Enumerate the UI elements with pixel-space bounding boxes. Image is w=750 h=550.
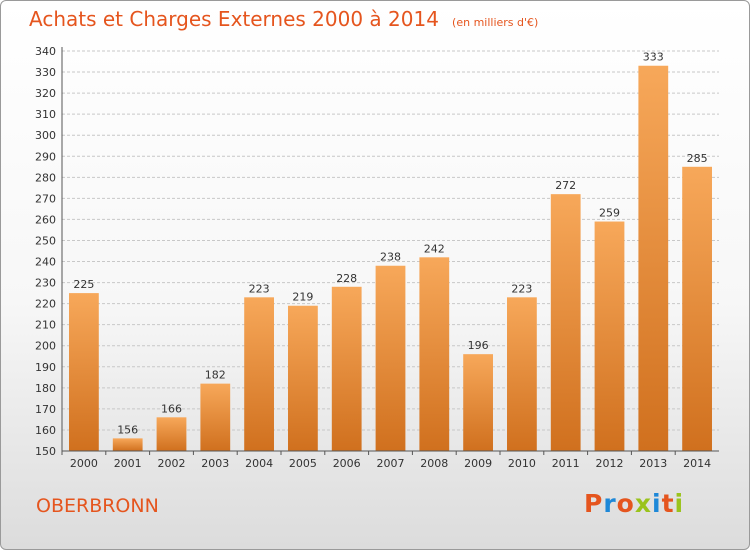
logo-letter: r — [603, 489, 617, 518]
y-tick-label: 300 — [35, 129, 56, 142]
bar — [594, 221, 625, 451]
x-tick-label: 2002 — [158, 457, 186, 470]
bar-chart: 150 160 170 180 190 200 210 220 230 240 250 260 270 2… — [35, 45, 719, 470]
x-axis-ticks: 2000 2001 2002 2003 2004 2005 2006 2007 2008 2009… — [61, 451, 711, 470]
axes — [61, 47, 719, 452]
bars — [69, 65, 712, 451]
bar — [638, 65, 669, 451]
y-tick-label: 340 — [35, 45, 56, 58]
data-label: 272 — [555, 179, 576, 192]
y-tick-label: 170 — [35, 403, 56, 416]
bar — [507, 297, 537, 451]
bar — [331, 286, 362, 451]
y-tick-label: 280 — [35, 171, 56, 184]
y-tick-label: 250 — [35, 234, 56, 247]
x-tick-label: 2003 — [201, 457, 229, 470]
x-tick-label: 2012 — [596, 457, 624, 470]
bar — [463, 354, 493, 451]
data-labels: 225 156 166 182 223 219 228 238 242 196 223 272 259 3… — [73, 51, 707, 437]
chart-title: Achats et Charges Externes 2000 à 2014 (… — [29, 7, 538, 31]
town-name: OBERBRONN — [36, 495, 159, 517]
data-label: 182 — [205, 369, 226, 382]
data-label: 196 — [468, 339, 489, 352]
x-tick-label: 2006 — [333, 457, 361, 470]
data-label: 219 — [292, 291, 313, 304]
logo-letter: o — [616, 489, 635, 518]
y-tick-label: 240 — [35, 256, 56, 269]
data-label: 156 — [117, 423, 138, 436]
data-label: 242 — [424, 242, 445, 255]
y-tick-label: 210 — [35, 319, 56, 332]
bar — [156, 417, 187, 451]
x-tick-label: 2014 — [683, 457, 711, 470]
y-tick-label: 310 — [35, 108, 56, 121]
bar — [288, 305, 318, 451]
data-label: 223 — [249, 282, 270, 295]
x-tick-label: 2001 — [114, 457, 142, 470]
y-tick-label: 220 — [35, 298, 56, 311]
y-tick-label: 190 — [35, 361, 56, 374]
y-tick-label: 180 — [35, 382, 56, 395]
data-label: 238 — [380, 251, 401, 264]
y-tick-label: 330 — [35, 66, 56, 79]
bar — [244, 297, 274, 451]
x-tick-label: 2004 — [245, 457, 273, 470]
x-tick-label: 2000 — [70, 457, 98, 470]
data-label: 228 — [336, 272, 357, 285]
y-tick-label: 270 — [35, 192, 56, 205]
y-tick-label: 230 — [35, 277, 56, 290]
x-tick-label: 2007 — [377, 457, 405, 470]
x-tick-label: 2008 — [420, 457, 448, 470]
title-text: Achats et Charges Externes 2000 à 2014 — [29, 7, 439, 31]
bar — [682, 166, 712, 451]
logo-letter: i — [674, 489, 685, 518]
y-tick-label: 200 — [35, 340, 56, 353]
bar — [550, 194, 581, 451]
data-label: 285 — [687, 152, 708, 165]
bar — [375, 265, 406, 451]
y-tick-label: 150 — [35, 445, 56, 458]
bar — [419, 257, 450, 451]
x-tick-label: 2009 — [464, 457, 492, 470]
x-tick-label: 2011 — [552, 457, 580, 470]
logo-letter: P — [584, 489, 604, 518]
x-tick-label: 2005 — [289, 457, 317, 470]
y-tick-label: 320 — [35, 87, 56, 100]
y-tick-label: 160 — [35, 424, 56, 437]
data-label: 223 — [511, 282, 532, 295]
logo-letter: i — [652, 489, 662, 518]
bar — [200, 383, 231, 451]
x-tick-label: 2010 — [508, 457, 536, 470]
subtitle-text: (en milliers d'€) — [452, 16, 539, 29]
data-label: 259 — [599, 207, 620, 220]
logo-letter: x — [634, 489, 652, 518]
x-tick-label: 2013 — [639, 457, 667, 470]
data-label: 166 — [161, 402, 182, 415]
bar — [69, 293, 99, 451]
logo-letter: t — [661, 489, 675, 518]
bar — [112, 438, 143, 451]
y-tick-label: 260 — [35, 213, 56, 226]
y-axis-ticks: 150 160 170 180 190 200 210 220 230 240 250 260 270 2… — [35, 45, 56, 458]
proxiti-logo[interactable]: Proxiti — [584, 489, 684, 518]
data-label: 333 — [643, 51, 664, 64]
y-tick-label: 290 — [35, 150, 56, 163]
data-label: 225 — [73, 278, 94, 291]
